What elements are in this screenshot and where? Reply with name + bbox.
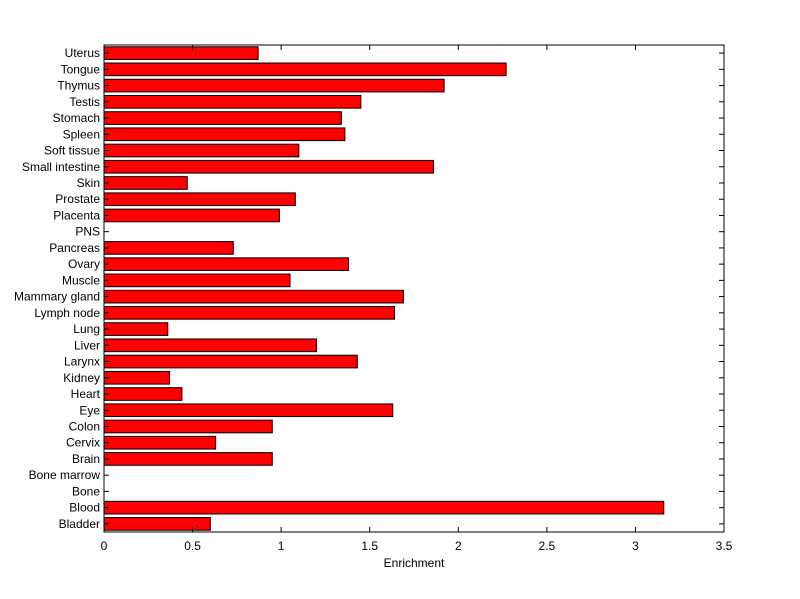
bar-blood: [103, 500, 665, 515]
bar-kidney: [103, 370, 171, 385]
bar-small-intestine: [103, 159, 434, 174]
y-tick-label-ovary: Ovary: [68, 257, 100, 271]
bar-colon: [103, 419, 273, 434]
y-tick-label-liver: Liver: [74, 338, 100, 352]
y-tick-label-cervix: Cervix: [66, 436, 100, 450]
y-tick-label-blood: Blood: [69, 501, 100, 515]
bar-pancreas: [103, 241, 234, 255]
bar-larynx: [103, 354, 358, 369]
y-tick-label-bone: Bone: [72, 484, 100, 498]
bar-spleen: [103, 127, 346, 142]
y-tick-label-placenta: Placenta: [53, 208, 100, 222]
y-tick-label-pancreas: Pancreas: [49, 241, 100, 255]
bar-thymus: [103, 78, 445, 93]
x-tick-label-1: 0.5: [184, 539, 201, 553]
y-tick-label-prostate: Prostate: [55, 192, 100, 206]
plot-frame: [103, 44, 725, 533]
bars-layer: [103, 46, 665, 531]
y-tick-label-lymph-node: Lymph node: [34, 306, 100, 320]
y-tick-label-small-intestine: Small intestine: [22, 160, 100, 174]
y-tick-label-eye: Eye: [79, 403, 100, 417]
x-tick-label-6: 3: [632, 539, 639, 553]
bar-mammary-gland: [103, 289, 404, 304]
y-tick-label-bladder: Bladder: [59, 517, 100, 531]
y-tick-label-pns: PNS: [75, 225, 100, 239]
bar-brain: [103, 452, 273, 466]
bar-eye: [103, 403, 394, 418]
y-tick-label-tongue: Tongue: [61, 62, 101, 76]
bar-tongue: [103, 62, 507, 77]
y-tick-label-larynx: Larynx: [64, 355, 100, 369]
y-tick-label-mammary-gland: Mammary gland: [14, 290, 100, 304]
y-tick-label-skin: Skin: [77, 176, 100, 190]
y-tick-label-lung: Lung: [73, 322, 100, 336]
bar-heart: [103, 387, 183, 401]
bar-muscle: [103, 273, 291, 288]
x-tick-label-5: 2.5: [539, 539, 556, 553]
bar-liver: [103, 338, 318, 353]
bar-placenta: [103, 208, 280, 223]
y-tick-label-stomach: Stomach: [53, 111, 100, 125]
bar-skin: [103, 176, 188, 190]
bar-lymph-node: [103, 306, 396, 320]
x-tick-label-3: 1.5: [361, 539, 378, 553]
x-axis-title: Enrichment: [384, 556, 445, 570]
labels-layer: Bladder Blood Bone Bone marrow Brain Cervix Co…: [14, 46, 733, 553]
bar-cervix: [103, 435, 217, 450]
y-tick-label-uterus: Uterus: [65, 46, 100, 60]
x-tick-label-2: 1: [278, 539, 285, 553]
y-tick-label-thymus: Thymus: [57, 79, 100, 93]
y-tick-label-kidney: Kidney: [63, 371, 100, 385]
y-tick-label-spleen: Spleen: [63, 127, 100, 141]
y-tick-label-brain: Brain: [72, 452, 100, 466]
bar-soft-tissue: [103, 143, 300, 158]
y-tick-label-muscle: Muscle: [62, 273, 100, 287]
y-tick-label-heart: Heart: [71, 387, 101, 401]
bar-lung: [103, 322, 169, 336]
y-tick-label-testis: Testis: [69, 95, 100, 109]
bar-uterus: [103, 46, 259, 60]
x-tick-label-0: 0: [101, 539, 108, 553]
ticks-layer: [103, 45, 725, 532]
bar-ovary: [103, 257, 349, 271]
y-tick-label-bone-marrow: Bone marrow: [29, 468, 101, 482]
bar-prostate: [103, 192, 296, 207]
bar-stomach: [103, 111, 342, 125]
x-tick-label-4: 2: [455, 539, 462, 553]
x-tick-label-7: 3.5: [716, 539, 733, 553]
bar-testis: [103, 94, 362, 109]
y-tick-label-colon: Colon: [69, 419, 100, 433]
bar-bladder: [103, 517, 211, 531]
y-tick-label-soft-tissue: Soft tissue: [44, 144, 100, 158]
